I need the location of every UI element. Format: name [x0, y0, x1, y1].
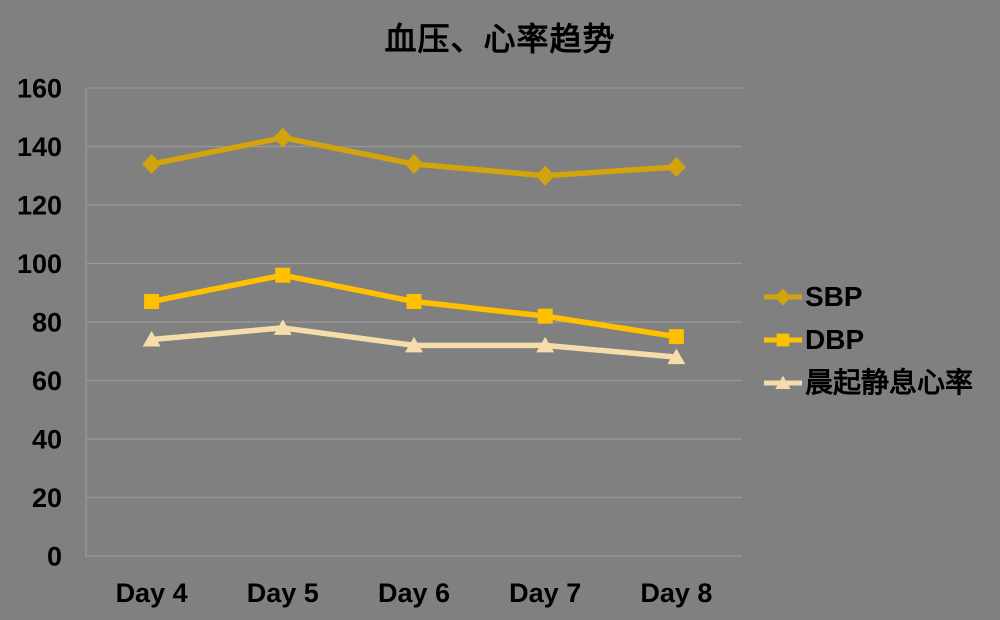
legend-marker-diamond-icon	[764, 288, 802, 305]
marker-diamond	[404, 154, 424, 175]
marker-square	[776, 333, 790, 346]
legend-label: 晨起静息心率	[805, 366, 974, 398]
y-axis-label: 140	[17, 132, 62, 162]
x-axis-label: Day 5	[247, 578, 319, 608]
y-axis-label: 80	[32, 308, 62, 338]
legend-label: DBP	[805, 323, 865, 355]
marker-triangle	[142, 331, 161, 347]
marker-square	[406, 294, 422, 310]
legend-item-晨起静息心率: 晨起静息心率	[763, 361, 973, 404]
marker-square	[275, 267, 291, 283]
marker-triangle	[775, 375, 791, 389]
x-axis-label: Day 6	[378, 578, 450, 608]
marker-diamond	[666, 156, 686, 177]
marker-triangle	[536, 336, 555, 353]
marker-square	[537, 308, 553, 324]
marker-triangle	[273, 319, 292, 335]
marker-diamond	[142, 154, 162, 175]
marker-diamond	[535, 165, 555, 186]
y-axis-label: 100	[17, 249, 62, 279]
legend-item-DBP: DBP	[763, 318, 973, 361]
legend-marker-square-icon	[764, 333, 802, 346]
y-axis-label: 40	[32, 425, 62, 455]
marker-diamond	[774, 288, 792, 305]
marker-square	[668, 329, 684, 345]
y-axis-label: 120	[17, 191, 62, 221]
y-axis-label: 160	[17, 74, 62, 104]
y-axis-label: 20	[32, 483, 62, 513]
legend-label: SBP	[805, 280, 863, 312]
y-axis-label: 0	[47, 542, 62, 572]
marker-triangle	[667, 348, 686, 365]
marker-diamond	[273, 127, 293, 148]
x-axis-label: Day 4	[116, 578, 188, 608]
x-axis-label: Day 7	[509, 578, 581, 608]
marker-square	[144, 294, 160, 310]
x-axis-label: Day 8	[640, 578, 712, 608]
y-axis-label: 60	[32, 366, 62, 396]
marker-triangle	[405, 336, 423, 353]
legend-item-SBP: SBP	[763, 275, 973, 318]
legend-marker-triangle-icon	[764, 375, 802, 389]
legend: SBP DBP 晨起静息心率	[763, 275, 973, 404]
chart-title: 血压、心率趋势	[384, 21, 616, 57]
